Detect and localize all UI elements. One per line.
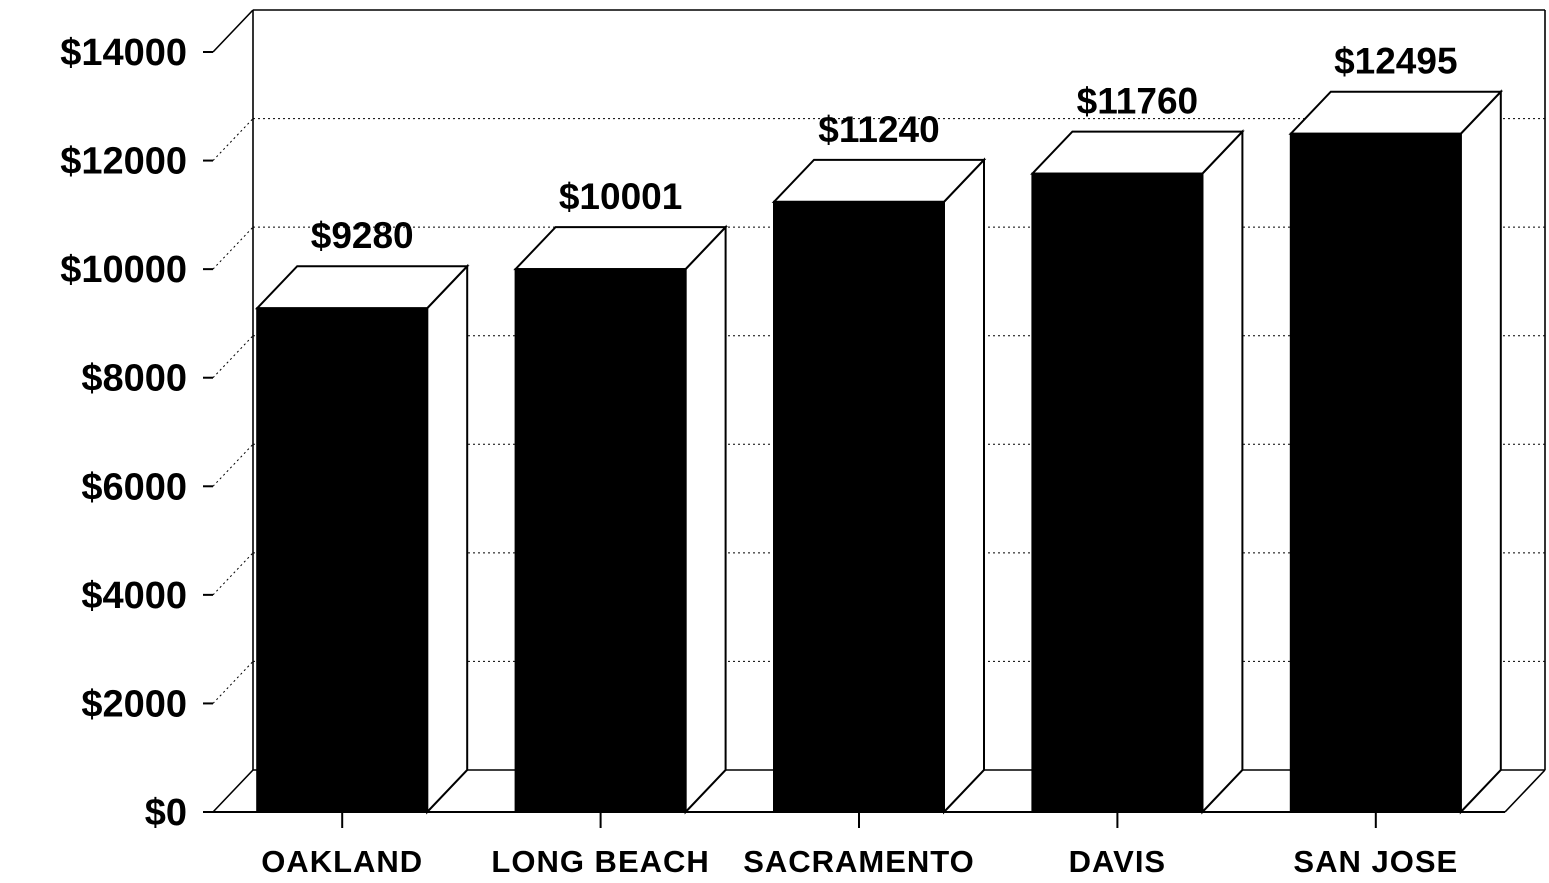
y-tick-label: $0: [145, 792, 187, 834]
bar-side: [684, 224, 727, 815]
gridline-side: [212, 661, 254, 704]
data-label: $12495: [1334, 41, 1457, 82]
y-tick-label: $12000: [60, 141, 187, 183]
y-tick-label: $4000: [81, 575, 187, 617]
bar: [773, 200, 945, 814]
bar-0: $9280: [254, 215, 470, 815]
gridline-side: [212, 118, 254, 161]
bar: [1031, 172, 1204, 814]
y-axis-ticks: $0 $2000 $4000 $6000 $8000 $10000 $12000 $14000: [60, 32, 213, 834]
bar-side: [943, 157, 985, 815]
bar-2: $11240: [771, 109, 987, 815]
x-tick-label: LONG BEACH: [491, 844, 709, 879]
left-wall-top-edge: [212, 9, 254, 53]
data-label: $11240: [818, 109, 939, 150]
data-label: $9280: [311, 215, 414, 256]
bar-side: [426, 263, 469, 815]
bar: [514, 268, 687, 813]
floor-left-edge: [212, 769, 254, 813]
bar-3: $11760: [1030, 81, 1245, 815]
y-tick-label: $2000: [81, 683, 187, 725]
gridline-side: [212, 226, 254, 270]
bar: [256, 307, 429, 813]
y-tick-label: $8000: [81, 358, 187, 400]
gridline-side: [212, 552, 254, 596]
bar-1: $10001: [513, 176, 728, 815]
gridline-side: [212, 443, 254, 487]
bar-side: [1459, 89, 1502, 815]
data-label: $11760: [1077, 81, 1198, 122]
data-label: $10001: [559, 176, 682, 217]
x-axis-ticks: OAKLAND LONG BEACH SACRAMENTO DAVIS SAN JOSE: [261, 812, 1458, 879]
x-tick-label: SAN JOSE: [1293, 844, 1458, 879]
bar-side: [1201, 129, 1244, 815]
x-tick-label: DAVIS: [1069, 844, 1166, 879]
x-tick-label: SACRAMENTO: [743, 844, 975, 879]
bar: [1289, 132, 1462, 813]
floor-right-edge: [1504, 769, 1546, 813]
y-tick-label: $14000: [60, 32, 187, 74]
x-tick-label: OAKLAND: [261, 844, 423, 879]
y-tick-label: $6000: [81, 466, 187, 508]
y-tick-label: $10000: [60, 249, 187, 291]
bar-4: $12495: [1288, 41, 1504, 815]
gridline-side: [212, 335, 254, 379]
bars: $9280 $10001 $11240 $11760 $12495: [254, 41, 1504, 815]
